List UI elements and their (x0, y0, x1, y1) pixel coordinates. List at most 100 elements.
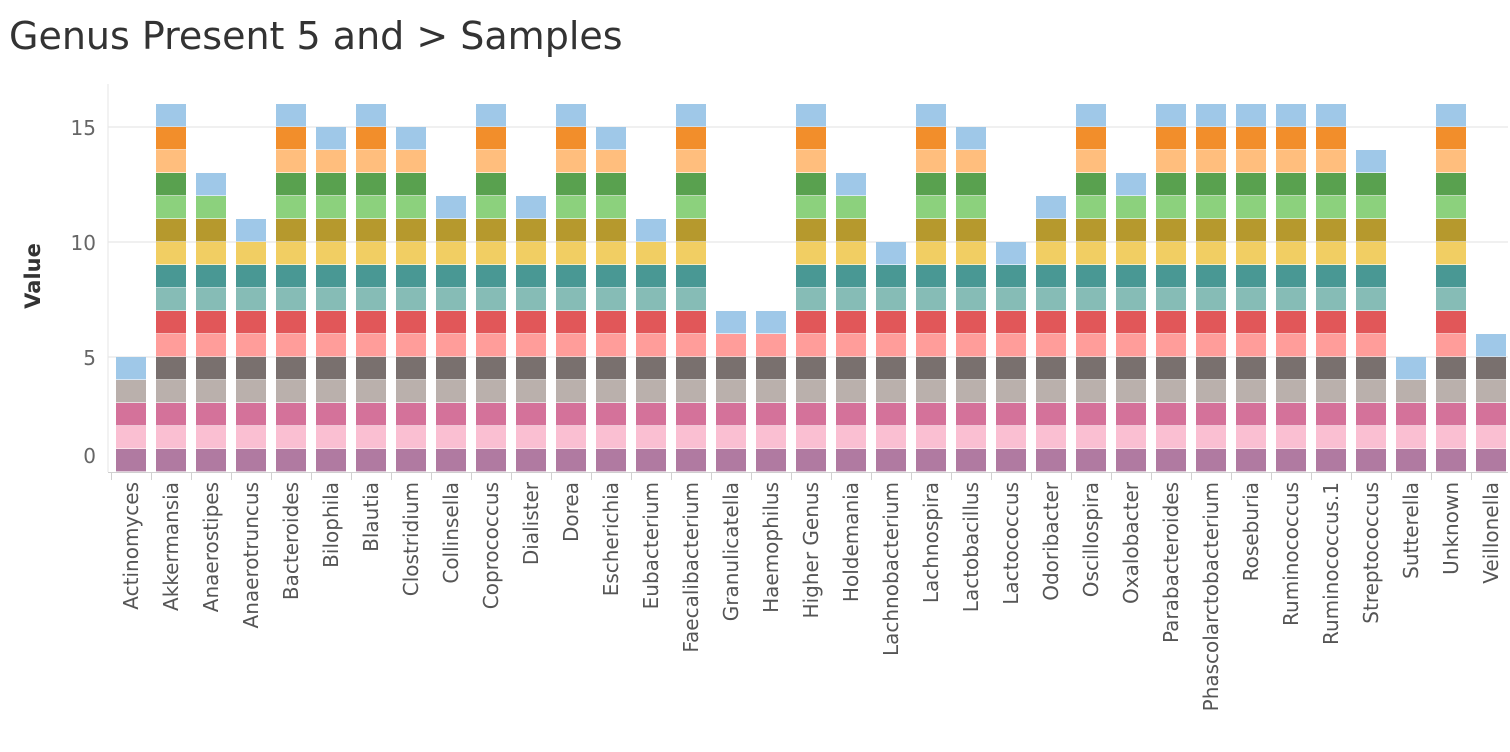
bar-segment (1316, 242, 1346, 265)
bar-segment (556, 357, 586, 380)
bar-segment (1156, 196, 1186, 219)
bar-segment (396, 196, 426, 219)
bar-segment (156, 311, 186, 334)
x-tick-label: Oxalobacter (1119, 481, 1143, 604)
bar-segment (1196, 173, 1226, 196)
bar-segment (596, 219, 626, 242)
bar-segment (636, 403, 666, 426)
bar-segment (876, 334, 906, 357)
bar-segment (316, 403, 346, 426)
bar-segment (396, 403, 426, 426)
bar-segment (316, 219, 346, 242)
bar-faecalibacterium (676, 104, 706, 472)
bar-segment (996, 357, 1026, 380)
bar-segment (996, 311, 1026, 334)
bar-segment (716, 449, 746, 472)
bar-dorea (556, 104, 586, 472)
bar-segment (1236, 242, 1266, 265)
bar-segment (556, 219, 586, 242)
bar-segment (676, 127, 706, 150)
bar-segment (316, 173, 346, 196)
bar-segment (156, 219, 186, 242)
bar-segment (556, 104, 586, 127)
bar-actinomyces (116, 357, 146, 472)
bar-segment (1156, 265, 1186, 288)
bar-segment (236, 357, 266, 380)
bar-segment (916, 150, 946, 173)
bar-segment (636, 311, 666, 334)
bar-segment (316, 196, 346, 219)
bar-segment (556, 173, 586, 196)
bar-segment (1436, 265, 1466, 288)
bar-segment (836, 242, 866, 265)
bar-anaerotruncus (236, 219, 266, 472)
x-tick-label: Anaerotruncus (239, 482, 263, 628)
bar-segment (876, 357, 906, 380)
bar-segment (1356, 288, 1386, 311)
bar-segment (1076, 196, 1106, 219)
bar-segment (1276, 173, 1306, 196)
bar-segment (396, 150, 426, 173)
bar-segment (1436, 380, 1466, 403)
bar-segment (116, 426, 146, 449)
bar-segment (596, 173, 626, 196)
bar-segment (1316, 288, 1346, 311)
bar-segment (836, 334, 866, 357)
bar-segment (1076, 173, 1106, 196)
bar-segment (1316, 265, 1346, 288)
bar-segment (196, 311, 226, 334)
bar-segment (636, 449, 666, 472)
bar-segment (916, 288, 946, 311)
bar-lachnobacterium (876, 242, 906, 472)
bar-segment (916, 104, 946, 127)
bar-segment (1196, 357, 1226, 380)
bar-segment (1436, 426, 1466, 449)
bar-segment (396, 380, 426, 403)
bar-segment (436, 403, 466, 426)
bar-segment (1076, 334, 1106, 357)
bar-segment (1396, 449, 1426, 472)
bar-segment (1436, 173, 1466, 196)
bar-segment (796, 403, 826, 426)
bar-segment (236, 380, 266, 403)
bar-segment (476, 288, 506, 311)
bar-segment (716, 334, 746, 357)
bar-segment (1356, 426, 1386, 449)
x-tick-label: Roseburia (1239, 482, 1263, 581)
bar-segment (396, 426, 426, 449)
bar-segment (196, 219, 226, 242)
bar-segment (516, 265, 546, 288)
bar-segment (196, 449, 226, 472)
bar-segment (1316, 380, 1346, 403)
bar-segment (876, 311, 906, 334)
bar-segment (596, 357, 626, 380)
bar-segment (156, 196, 186, 219)
bar-segment (1036, 196, 1066, 219)
bar-segment (356, 426, 386, 449)
bar-segment (236, 265, 266, 288)
x-tick-label: Parabacteroides (1159, 482, 1183, 643)
bar-segment (1276, 449, 1306, 472)
bar-segment (1156, 311, 1186, 334)
x-tick-label: Akkermansia (159, 482, 183, 611)
bar-segment (1196, 104, 1226, 127)
bar-segment (956, 150, 986, 173)
bar-segment (1036, 311, 1066, 334)
bar-segment (1356, 403, 1386, 426)
bar-oscillospira (1076, 104, 1106, 472)
bar-segment (836, 196, 866, 219)
bar-segment (116, 380, 146, 403)
bar-segment (756, 403, 786, 426)
bar-segment (156, 104, 186, 127)
bar-segment (396, 288, 426, 311)
bar-segment (1236, 311, 1266, 334)
bar-segment (316, 426, 346, 449)
bar-segment (1396, 357, 1426, 380)
bar-segment (196, 265, 226, 288)
bar-segment (836, 403, 866, 426)
bar-segment (1436, 242, 1466, 265)
bar-lactococcus (996, 242, 1026, 472)
bar-bacteroides (276, 104, 306, 472)
bar-segment (396, 173, 426, 196)
bar-segment (1276, 242, 1306, 265)
